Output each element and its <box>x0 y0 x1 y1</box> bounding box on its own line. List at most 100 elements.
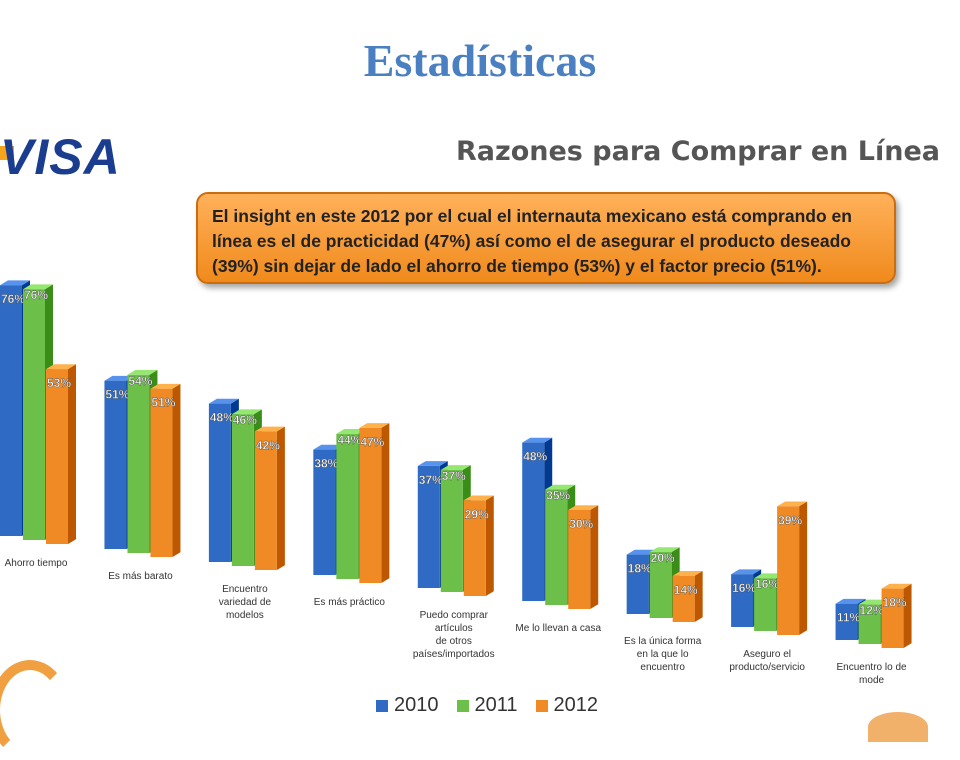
bar-top-2011-5 <box>545 484 576 490</box>
data-label-2010-4: 37% <box>419 473 443 487</box>
category-label-line-0-0: Ahorro tiempo <box>5 558 68 569</box>
data-label-2010-7: 16% <box>732 581 756 595</box>
data-label-2010-3: 38% <box>314 457 338 471</box>
category-label-line-2-0: Encuentro <box>222 584 268 595</box>
bar-top-2010-7 <box>731 569 762 575</box>
category-label-1: Es más barato <box>108 571 173 582</box>
bar-top-2010-8 <box>835 598 866 604</box>
data-label-2011-2: 46% <box>233 413 257 427</box>
category-label-7: Aseguro el producto/servicio <box>729 649 805 673</box>
data-label-2010-1: 51% <box>105 388 129 402</box>
bar-top-2010-0 <box>0 280 30 286</box>
category-label-6: Es la única forma en la que lo encuentro <box>624 636 702 673</box>
data-label-2011-8: 12% <box>860 603 884 617</box>
bar-top-2010-3 <box>313 444 344 450</box>
category-label-line-1-0: Es más barato <box>108 571 173 582</box>
data-label-2011-7: 16% <box>755 577 779 591</box>
category-label-line-2-1: variedad de <box>219 597 272 608</box>
bar-top-2011-1 <box>127 370 158 375</box>
visa-swoosh-mark <box>0 146 14 160</box>
visa-logo: VISA <box>0 129 121 185</box>
data-label-2011-0: 76% <box>24 288 48 302</box>
bar-2011-3 <box>336 433 359 579</box>
bar-side-2012-3 <box>381 423 390 583</box>
bar-top-2010-1 <box>104 375 135 381</box>
data-label-2012-5: 30% <box>569 517 593 531</box>
bar-2010-5 <box>522 442 545 601</box>
bar-top-2011-3 <box>336 429 367 434</box>
category-label-line-5-0: Me lo llevan a casa <box>515 623 601 634</box>
bar-side-2012-1 <box>172 383 181 557</box>
legend-item-2012: 2012 <box>535 694 599 717</box>
category-label-line-8-1: mode <box>859 675 884 686</box>
legend-label-2012: 2012 <box>553 694 599 716</box>
data-label-2012-6: 14% <box>674 583 698 597</box>
bar-top-2012-0 <box>46 364 76 370</box>
bar-2011-6 <box>649 552 672 618</box>
category-label-2: Encuentro variedad de modelos <box>219 584 272 621</box>
data-label-2011-6: 20% <box>651 551 675 565</box>
bar-2012-1 <box>150 388 173 557</box>
bar-top-2012-7 <box>777 501 808 507</box>
bar-2012-2 <box>254 431 277 570</box>
data-label-2011-1: 54% <box>128 374 152 388</box>
category-label-line-4-0: Puedo comprar <box>420 610 489 621</box>
bar-side-2012-8 <box>903 583 912 648</box>
data-label-2010-6: 18% <box>628 562 652 576</box>
bar-2010-1 <box>104 380 127 549</box>
bar-side-2012-7 <box>799 501 808 635</box>
bar-top-2010-6 <box>626 549 657 555</box>
bar-2011-2 <box>231 414 254 566</box>
category-label-0: Ahorro tiempo <box>5 558 68 569</box>
data-label-2011-3: 44% <box>337 433 361 447</box>
bar-top-2012-3 <box>359 423 390 428</box>
data-label-2011-4: 37% <box>442 469 466 483</box>
legend-item-2010: 2010 <box>376 694 439 717</box>
bar-top-2011-2 <box>231 409 262 415</box>
category-label-line-7-1: producto/servicio <box>729 662 805 673</box>
bar-2010-2 <box>208 403 231 562</box>
category-label-line-6-0: Es la única forma <box>624 636 702 647</box>
bar-top-2012-2 <box>254 426 285 432</box>
category-label-8: Encuentro lo de mode <box>837 662 907 686</box>
data-label-2012-8: 18% <box>883 596 907 610</box>
category-label-line-4-3: países/importados <box>413 649 495 660</box>
bar-top-2011-4 <box>440 465 471 470</box>
data-label-2010-0: 76% <box>1 292 25 306</box>
data-label-2012-7: 39% <box>778 513 802 527</box>
data-label-2012-0: 53% <box>47 376 71 390</box>
insight-text: El insight en este 2012 por el cual el i… <box>212 206 852 276</box>
category-label-line-4-1: artículos <box>435 623 473 634</box>
bar-top-2012-6 <box>672 571 703 576</box>
bar-2011-5 <box>545 489 568 605</box>
bar-2012-6 <box>672 575 695 622</box>
bar-2010-3 <box>313 449 336 575</box>
category-label-3: Es más práctico <box>314 597 386 608</box>
category-label-4: Puedo comprar artículos de otros países/imp… <box>413 610 495 660</box>
data-label-2012-3: 47% <box>360 435 384 449</box>
bar-side-2012-2 <box>276 426 285 570</box>
chart-title: Razones para Comprar en Línea <box>456 136 940 167</box>
bar-side-2012-4 <box>485 495 494 596</box>
bar-top-2010-5 <box>522 437 553 443</box>
bar-top-2011-7 <box>754 573 785 579</box>
bar-2011-8 <box>858 604 881 644</box>
data-label-2010-2: 48% <box>210 411 234 425</box>
bar-top-2012-5 <box>568 505 599 510</box>
legend: 2010 2011 2012 <box>376 694 598 717</box>
data-label-2012-4: 29% <box>465 507 489 521</box>
bar-2011-4 <box>440 469 463 592</box>
legend-item-2011: 2011 <box>456 694 518 717</box>
category-label-line-6-2: encuentro <box>640 662 685 673</box>
bar-2010-0 <box>0 285 22 536</box>
category-label-line-2-2: modelos <box>226 610 264 621</box>
bar-top-2011-6 <box>649 547 680 552</box>
bar-top-2012-8 <box>881 583 912 589</box>
bar-side-2012-6 <box>694 571 703 622</box>
category-label-line-4-2: de otros <box>436 636 472 647</box>
bar-2012-4 <box>463 500 486 596</box>
decorative-swoosh-right <box>868 712 928 742</box>
category-label-line-8-0: Encuentro lo de <box>837 662 907 673</box>
category-label-line-7-0: Aseguro el <box>743 649 791 660</box>
